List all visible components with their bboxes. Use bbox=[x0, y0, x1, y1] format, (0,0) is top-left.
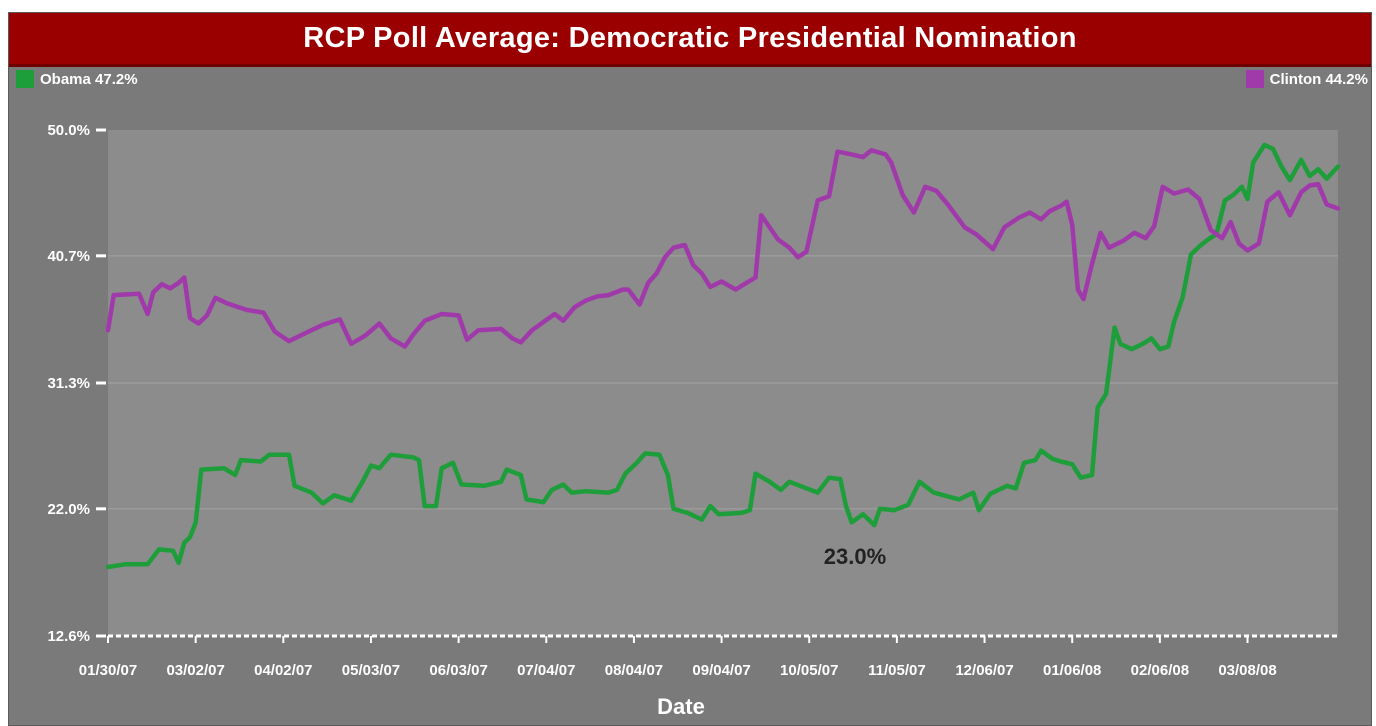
legend-obama-label: Obama 47.2% bbox=[40, 70, 138, 88]
legend-obama-swatch bbox=[16, 70, 34, 88]
x-tick-label: 01/06/08 bbox=[1043, 662, 1101, 679]
x-tick-label: 12/06/07 bbox=[955, 662, 1013, 679]
legend-clinton: Clinton 44.2% bbox=[1245, 70, 1368, 88]
y-tick-label: 12.6% bbox=[47, 628, 90, 645]
x-tick-label: 07/04/07 bbox=[517, 662, 575, 679]
legend-clinton-swatch bbox=[1245, 70, 1264, 88]
y-tick-label: 31.3% bbox=[47, 375, 90, 392]
y-tick-label: 50.0% bbox=[47, 122, 90, 139]
y-tick-label: 22.0% bbox=[47, 501, 90, 518]
series-lines bbox=[105, 142, 1341, 570]
legend-obama: Obama 47.2% bbox=[16, 70, 138, 88]
x-tick-label: 03/08/08 bbox=[1218, 662, 1276, 679]
gridlines bbox=[108, 255, 1338, 510]
axis-ticks: 50.0% 40.7% 31.3% 22.0% 12.6% 01/30/07 03/02/0… bbox=[47, 122, 1338, 679]
x-tick-label: 11/05/07 bbox=[868, 662, 926, 679]
x-tick-label: 05/03/07 bbox=[342, 662, 400, 679]
annotation-label: 23.0% bbox=[824, 544, 886, 569]
x-tick-label: 08/04/07 bbox=[605, 662, 663, 679]
chart-title: RCP Poll Average: Democratic Presidentia… bbox=[9, 13, 1371, 67]
x-tick-label: 03/02/07 bbox=[166, 662, 224, 679]
x-axis-title: Date bbox=[657, 694, 705, 719]
x-tick-label: 10/05/07 bbox=[780, 662, 838, 679]
y-tick-label: 40.7% bbox=[47, 248, 90, 265]
x-tick-label: 09/04/07 bbox=[692, 662, 750, 679]
x-tick-label: 06/03/07 bbox=[429, 662, 487, 679]
series-line-clinton bbox=[105, 148, 1341, 349]
series-line-obama bbox=[105, 142, 1341, 570]
x-tick-label: 04/02/07 bbox=[254, 662, 312, 679]
x-tick-label: 02/06/08 bbox=[1131, 662, 1189, 679]
x-tick-label: 01/30/07 bbox=[79, 662, 137, 679]
legend-clinton-label: Clinton 44.2% bbox=[1269, 70, 1368, 88]
